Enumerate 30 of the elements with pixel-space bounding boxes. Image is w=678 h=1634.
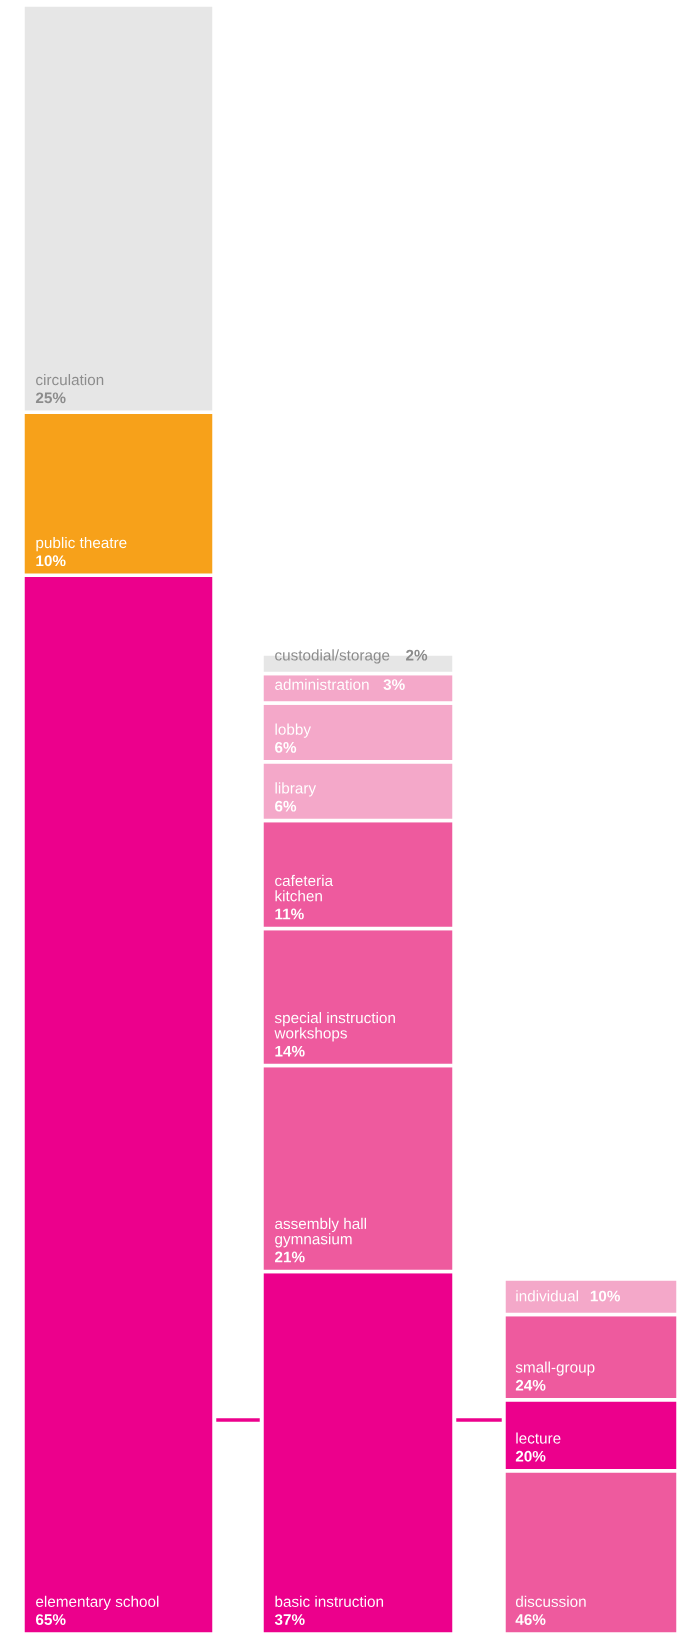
series-label: public theatre [36,536,127,552]
series-label: custodial/storage [275,649,390,664]
data-label: 20% [515,1450,546,1462]
series-label: lobby [275,723,311,738]
data-label: 10% [36,555,66,567]
data-label: 3% [383,679,405,690]
series-label: special instruction workshops [274,1012,395,1042]
data-label: 14% [275,1045,305,1057]
series-label: assembly hall gymnasium [275,1217,367,1248]
series-label: cafeteria kitchen [275,874,334,902]
data-label: 6% [275,800,297,812]
series-label: elementary school [36,1595,159,1610]
data-label: 21% [275,1251,305,1263]
series-label: discussion [515,1595,586,1607]
series-label: administration [275,678,369,690]
series-label: small-group [515,1361,595,1376]
data-label: 6% [275,741,297,753]
series-label: individual [516,1290,578,1302]
data-label: 65% [35,1614,66,1625]
data-label: 24% [515,1379,546,1391]
series-label: lecture [516,1432,561,1444]
series-label: basic instruction [275,1595,384,1607]
series-label: library [275,782,317,797]
data-label: 2% [406,649,428,661]
data-label: 46% [515,1614,546,1625]
data-label: 10% [590,1290,621,1302]
series-label: circulation [36,374,104,386]
data-label: 11% [275,908,304,920]
data-label: 37% [274,1614,305,1625]
data-label: 25% [35,392,66,404]
